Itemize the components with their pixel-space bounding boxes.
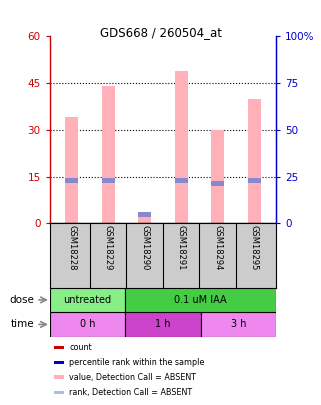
Bar — [65, 117, 78, 224]
Text: 0 h: 0 h — [80, 320, 95, 329]
Text: 3 h: 3 h — [230, 320, 246, 329]
Bar — [138, 213, 151, 217]
Text: GDS668 / 260504_at: GDS668 / 260504_at — [100, 26, 221, 39]
Bar — [138, 214, 151, 224]
Text: value, Detection Call = ABSENT: value, Detection Call = ABSENT — [69, 373, 196, 382]
Bar — [211, 130, 224, 224]
Text: dose: dose — [9, 295, 34, 305]
Text: 0.1 uM IAA: 0.1 uM IAA — [174, 295, 227, 305]
Text: GSM18294: GSM18294 — [213, 225, 222, 271]
Text: 1 h: 1 h — [155, 320, 171, 329]
Text: rank, Detection Call = ABSENT: rank, Detection Call = ABSENT — [69, 388, 192, 397]
Bar — [175, 178, 187, 183]
Bar — [102, 86, 115, 224]
Bar — [125, 312, 201, 337]
Bar — [50, 312, 125, 337]
Text: GSM18290: GSM18290 — [140, 225, 149, 271]
Bar — [248, 99, 261, 224]
Bar — [54, 346, 64, 350]
Bar — [102, 178, 115, 183]
Bar — [125, 288, 276, 312]
Text: count: count — [69, 343, 92, 352]
Text: GSM18291: GSM18291 — [177, 225, 186, 271]
Bar — [201, 312, 276, 337]
Text: GSM18228: GSM18228 — [67, 225, 76, 271]
Bar — [175, 71, 187, 224]
Bar — [54, 391, 64, 394]
Text: GSM18229: GSM18229 — [104, 225, 113, 271]
Bar — [54, 360, 64, 364]
Bar — [211, 181, 224, 186]
Text: time: time — [10, 320, 34, 329]
Text: percentile rank within the sample: percentile rank within the sample — [69, 358, 205, 367]
Bar — [248, 178, 261, 183]
Bar — [50, 288, 125, 312]
Text: untreated: untreated — [64, 295, 111, 305]
Text: GSM18295: GSM18295 — [250, 225, 259, 271]
Bar — [65, 178, 78, 183]
Bar — [54, 375, 64, 379]
